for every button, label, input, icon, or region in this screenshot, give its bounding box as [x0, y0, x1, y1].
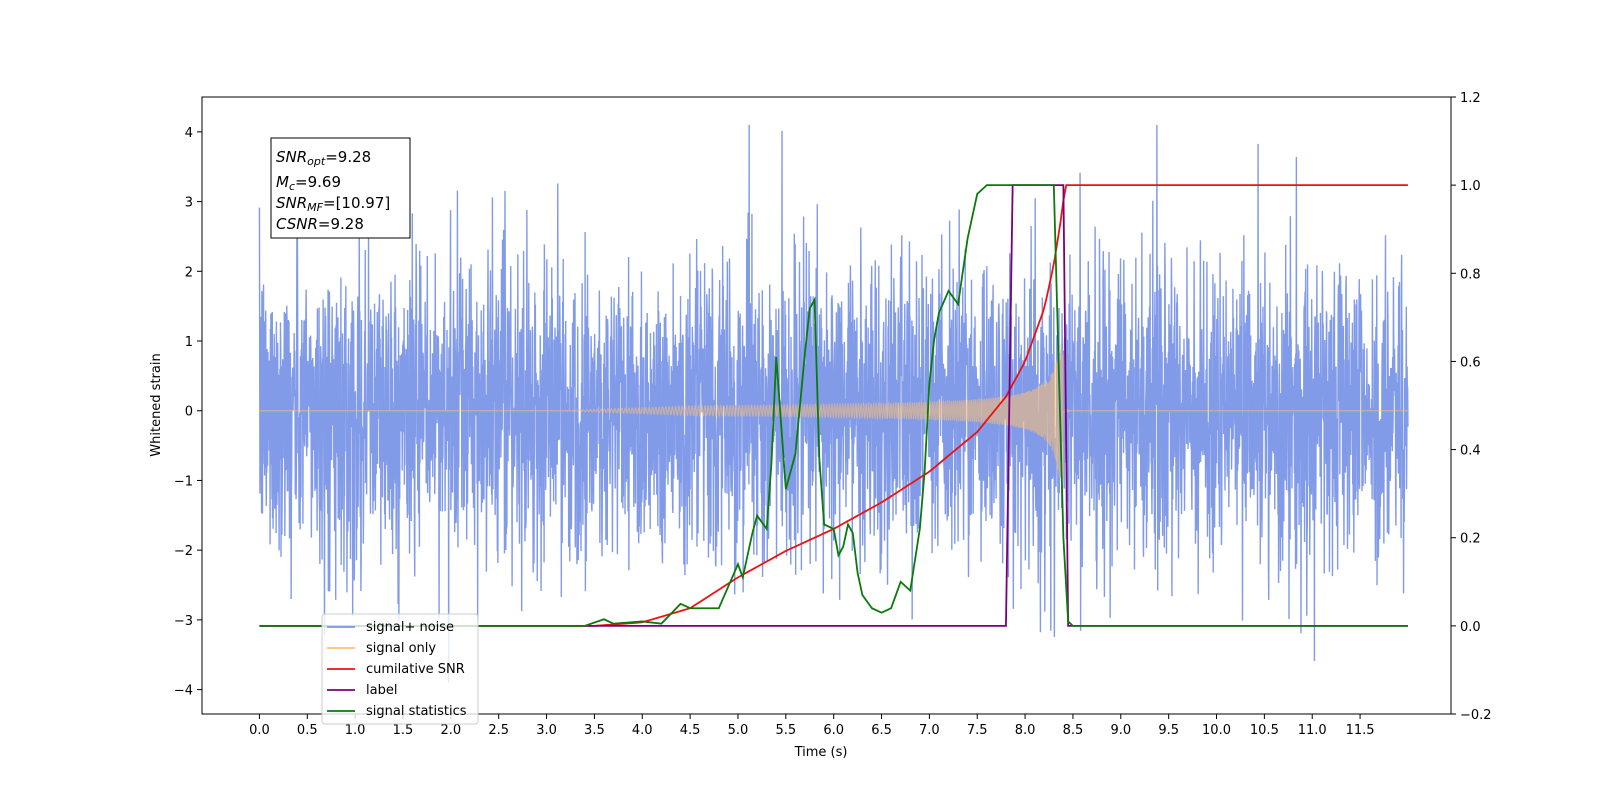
info-mc-main: M: [276, 173, 289, 191]
y-left-tick-label: −2: [174, 544, 193, 559]
info-mc-sub: c: [289, 180, 295, 193]
legend-frame: [321, 613, 479, 725]
info-csnr-value: =9.28: [318, 215, 364, 233]
x-tick-label: 7.0: [919, 723, 940, 738]
y-left-tick-label: 2: [185, 265, 193, 280]
y-right-tick-label: 0.2: [1460, 532, 1481, 547]
info-snr-opt-sub: opt: [307, 155, 326, 168]
x-tick-label: 11.0: [1298, 723, 1327, 738]
x-tick-label: 6.0: [823, 723, 844, 738]
info-snr-mf-value: =[10.97]: [323, 194, 390, 212]
y-left-tick-label: −3: [174, 614, 193, 629]
legend-label-label: label: [366, 683, 397, 698]
x-tick-label: 4.5: [680, 723, 701, 738]
series-signal-noise-line: [258, 124, 1409, 683]
y-axis-label: Whitened strain: [149, 353, 164, 456]
y-axis-left: 4 3 2 1 0 −1 −2 −3 −4: [174, 126, 202, 699]
info-box-frame: [270, 137, 411, 239]
y-left-tick-label: 3: [185, 196, 193, 211]
x-tick-label: 5.0: [728, 723, 749, 738]
x-tick-label: 9.5: [1158, 723, 1179, 738]
info-mc: Mc=9.69: [276, 173, 341, 193]
y-axis-right: 1.2 1.0 0.8 0.6 0.4 0.2 0.0 −0.2: [1451, 91, 1492, 723]
x-tick-label: 6.5: [871, 723, 892, 738]
x-tick-label: 5.5: [775, 723, 796, 738]
y-left-tick-label: 1: [185, 335, 193, 350]
info-csnr-main: CSNR: [276, 215, 318, 233]
x-tick-label: 4.0: [632, 723, 653, 738]
y-left-tick-label: −4: [174, 684, 193, 699]
y-right-tick-label: 1.0: [1460, 179, 1481, 194]
x-tick-label: 3.0: [536, 723, 557, 738]
info-box: SNRopt=9.28 Mc=9.69 SNRMF=[10.97] CSNR=9…: [270, 137, 411, 239]
plot-frame: [201, 96, 1452, 715]
x-tick-label: 0.0: [249, 723, 270, 738]
y-left-tick-label: 0: [185, 405, 193, 420]
legend-cumulative-snr-label: cumilative SNR: [366, 662, 465, 677]
info-snr-opt-main: SNR: [276, 148, 307, 166]
y-left-tick-label: −1: [174, 474, 193, 489]
legend-signal-noise-label: signal+ noise: [366, 620, 454, 635]
info-snr-opt-value: =9.28: [325, 148, 371, 166]
x-axis: 0.0 0.5 1.0 1.5 2.0 2.5 3.0 3.5 4.0 4.5 5.0 5.5 6.0 6…: [249, 714, 1375, 738]
series-signal-only-line: [259, 344, 1408, 481]
x-tick-label: 8.5: [1063, 723, 1084, 738]
y-right-tick-label: 0.8: [1460, 267, 1481, 282]
y-left-tick-label: 4: [185, 126, 193, 141]
x-tick-label: 8.0: [1015, 723, 1036, 738]
info-snr-mf-main: SNR: [276, 194, 307, 212]
info-snr-mf: SNRMF=[10.97]: [276, 194, 390, 214]
x-tick-label: 10.5: [1250, 723, 1279, 738]
legend-signal-only-label: signal only: [366, 641, 436, 656]
x-axis-label: Time (s): [794, 745, 848, 760]
series-signal-statistics-line: [259, 184, 1408, 627]
info-mc-value: =9.69: [295, 173, 341, 191]
y-right-tick-label: −0.2: [1460, 708, 1492, 723]
legend-signal-statistics-label: signal statistics: [366, 704, 467, 719]
x-tick-label: 10.0: [1202, 723, 1231, 738]
x-tick-label: 3.5: [584, 723, 605, 738]
x-tick-label: 7.5: [967, 723, 988, 738]
x-tick-label: 0.5: [297, 723, 318, 738]
x-tick-label: 2.0: [440, 723, 461, 738]
info-csnr: CSNR=9.28: [276, 215, 364, 233]
x-tick-label: 1.0: [345, 723, 366, 738]
x-tick-label: 2.5: [488, 723, 509, 738]
legend: signal+ noise signal only cumilative SNR la…: [321, 613, 479, 725]
y-right-tick-label: 1.2: [1460, 91, 1481, 106]
y-right-tick-label: 0.0: [1460, 620, 1481, 635]
x-tick-label: 1.5: [393, 723, 414, 738]
x-tick-label: 9.0: [1110, 723, 1131, 738]
x-tick-label: 11.5: [1346, 723, 1375, 738]
y-right-tick-label: 0.6: [1460, 355, 1481, 370]
info-snr-mf-sub: MF: [307, 201, 323, 214]
y-right-tick-label: 0.4: [1460, 444, 1481, 459]
info-snr-opt: SNRopt=9.28: [276, 148, 371, 168]
